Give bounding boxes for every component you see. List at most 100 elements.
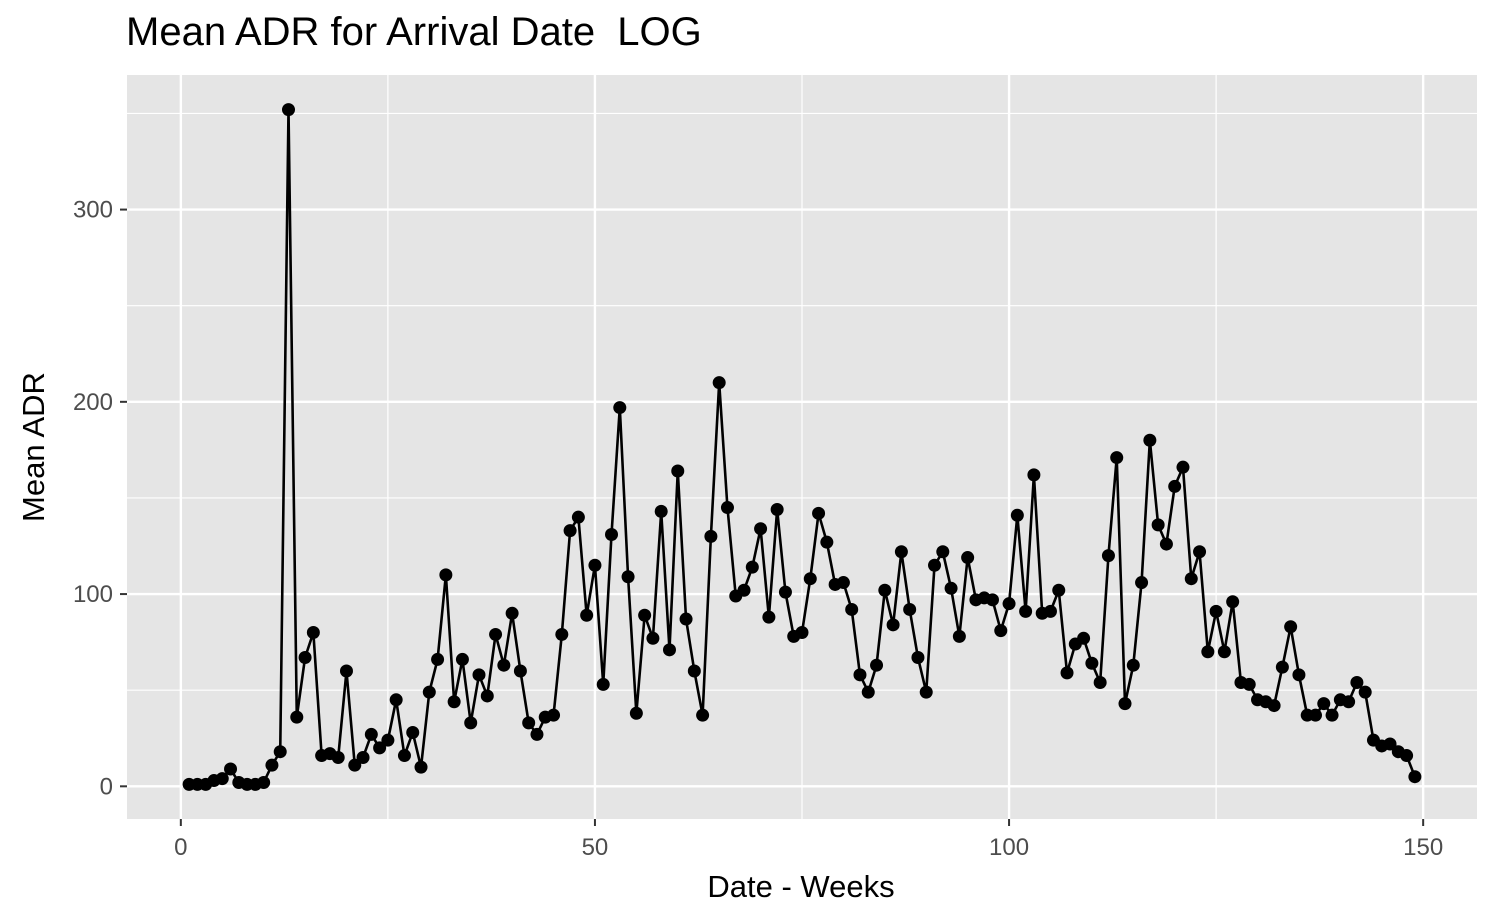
data-point xyxy=(1292,668,1306,682)
data-point xyxy=(298,651,312,665)
data-point xyxy=(224,762,238,776)
data-point xyxy=(836,576,850,590)
data-point xyxy=(406,725,420,739)
y-axis-title: Mean ADR xyxy=(16,372,51,522)
data-point xyxy=(662,643,676,657)
data-point xyxy=(1184,572,1198,586)
data-point xyxy=(505,606,519,620)
data-point xyxy=(961,551,975,565)
data-point xyxy=(1275,660,1289,674)
data-point xyxy=(381,733,395,747)
data-point xyxy=(547,708,561,722)
data-point xyxy=(1052,583,1066,597)
data-point xyxy=(861,685,875,699)
x-tick-label: 150 xyxy=(1403,834,1443,861)
data-point xyxy=(265,758,279,772)
data-point xyxy=(480,689,494,703)
data-point xyxy=(596,677,610,691)
data-point xyxy=(1383,737,1397,751)
data-point xyxy=(571,510,585,524)
data-point xyxy=(1308,708,1322,722)
data-point xyxy=(215,772,229,786)
data-point xyxy=(1118,697,1132,711)
data-point xyxy=(870,658,884,672)
data-point xyxy=(1027,468,1041,482)
data-point xyxy=(397,749,411,763)
data-point xyxy=(273,745,287,759)
axis-ticks xyxy=(120,208,1425,826)
data-point xyxy=(497,658,511,672)
data-point xyxy=(1101,549,1115,563)
y-axis-tick-labels: 0 100 200 300 xyxy=(73,197,113,801)
data-point xyxy=(1135,576,1149,590)
data-point xyxy=(530,727,544,741)
data-point xyxy=(1317,697,1331,711)
data-point xyxy=(389,693,403,707)
data-point xyxy=(1077,631,1091,645)
data-point xyxy=(654,504,668,518)
data-point xyxy=(745,560,759,574)
x-tick-label: 50 xyxy=(582,834,609,861)
data-point xyxy=(1350,676,1364,690)
data-point xyxy=(1201,645,1215,659)
data-point xyxy=(364,727,378,741)
data-point xyxy=(820,535,834,549)
data-point xyxy=(1176,460,1190,474)
data-point xyxy=(439,568,453,582)
data-point xyxy=(1126,658,1140,672)
data-point xyxy=(464,716,478,730)
data-point xyxy=(613,401,627,415)
data-point xyxy=(331,750,345,764)
data-point xyxy=(489,627,503,641)
data-point xyxy=(513,664,527,678)
data-point xyxy=(952,629,966,643)
data-point xyxy=(1151,518,1165,532)
data-point xyxy=(1217,645,1231,659)
data-point xyxy=(306,626,320,640)
data-point xyxy=(812,506,826,520)
data-point xyxy=(985,593,999,607)
data-point xyxy=(282,103,296,117)
data-point xyxy=(1242,677,1256,691)
data-point xyxy=(762,610,776,624)
data-point xyxy=(1085,656,1099,670)
y-tick-label: 200 xyxy=(73,389,113,416)
data-point xyxy=(447,695,461,709)
data-point xyxy=(1043,604,1057,618)
data-point xyxy=(257,775,271,789)
data-point xyxy=(903,602,917,616)
data-point xyxy=(770,502,784,516)
data-point xyxy=(646,631,660,645)
chart-title: Mean ADR for Arrival Date LOG xyxy=(126,10,702,54)
data-point xyxy=(580,608,594,622)
data-point xyxy=(720,501,734,515)
data-point xyxy=(1284,620,1298,634)
data-point xyxy=(472,668,486,682)
data-point xyxy=(944,581,958,595)
data-point xyxy=(696,708,710,722)
data-point xyxy=(1342,695,1356,709)
data-point xyxy=(1226,595,1240,609)
data-point xyxy=(1060,666,1074,680)
data-point xyxy=(1110,451,1124,465)
data-point xyxy=(1010,508,1024,522)
data-point xyxy=(803,572,817,586)
data-point xyxy=(994,624,1008,638)
grid-major xyxy=(127,75,1477,819)
data-point xyxy=(638,608,652,622)
data-point xyxy=(1159,537,1173,551)
data-point xyxy=(679,612,693,626)
data-point xyxy=(853,668,867,682)
data-point xyxy=(522,716,536,730)
x-axis-title: Date - Weeks xyxy=(707,869,894,904)
y-tick-label: 300 xyxy=(73,197,113,224)
data-point xyxy=(431,652,445,666)
data-point xyxy=(671,464,685,478)
data-point xyxy=(555,627,569,641)
data-point xyxy=(1408,770,1422,784)
data-point xyxy=(1358,685,1372,699)
data-point xyxy=(373,741,387,755)
x-axis-tick-labels: 0 50 100 150 xyxy=(174,834,1443,861)
data-point xyxy=(348,758,362,772)
